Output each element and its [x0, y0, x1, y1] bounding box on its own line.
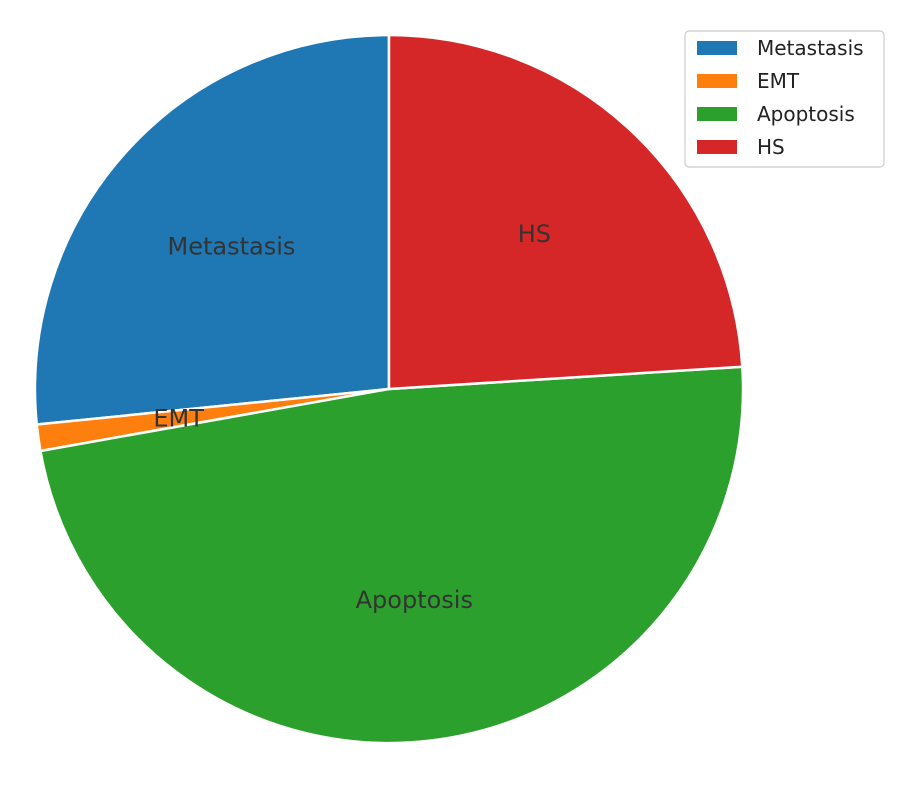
slice-label-metastasis: Metastasis — [168, 233, 296, 261]
legend: Metastasis EMT Apoptosis HS — [684, 30, 885, 168]
legend-label-apoptosis: Apoptosis — [757, 102, 855, 126]
pie-slice-apoptosis — [39, 365, 745, 745]
legend-swatch-emt — [697, 74, 737, 88]
pie-slice-metastasis — [33, 33, 391, 426]
slice-label-emt: EMT — [153, 404, 204, 432]
pie-slice-hs — [387, 33, 744, 391]
pie-slice-labels: Metastasis EMT Apoptosis HS — [153, 220, 551, 614]
pie-slices — [33, 33, 745, 745]
legend-swatch-hs — [697, 140, 737, 154]
legend-swatch-apoptosis — [697, 107, 737, 121]
legend-frame — [684, 30, 885, 168]
slice-label-apoptosis: Apoptosis — [356, 586, 473, 614]
legend-label-emt: EMT — [757, 69, 800, 93]
slice-label-hs: HS — [518, 220, 551, 248]
legend-swatch-metastasis — [697, 41, 737, 55]
legend-label-metastasis: Metastasis — [757, 36, 864, 60]
legend-items: Metastasis EMT Apoptosis HS — [697, 36, 864, 159]
legend-label-hs: HS — [757, 135, 785, 159]
